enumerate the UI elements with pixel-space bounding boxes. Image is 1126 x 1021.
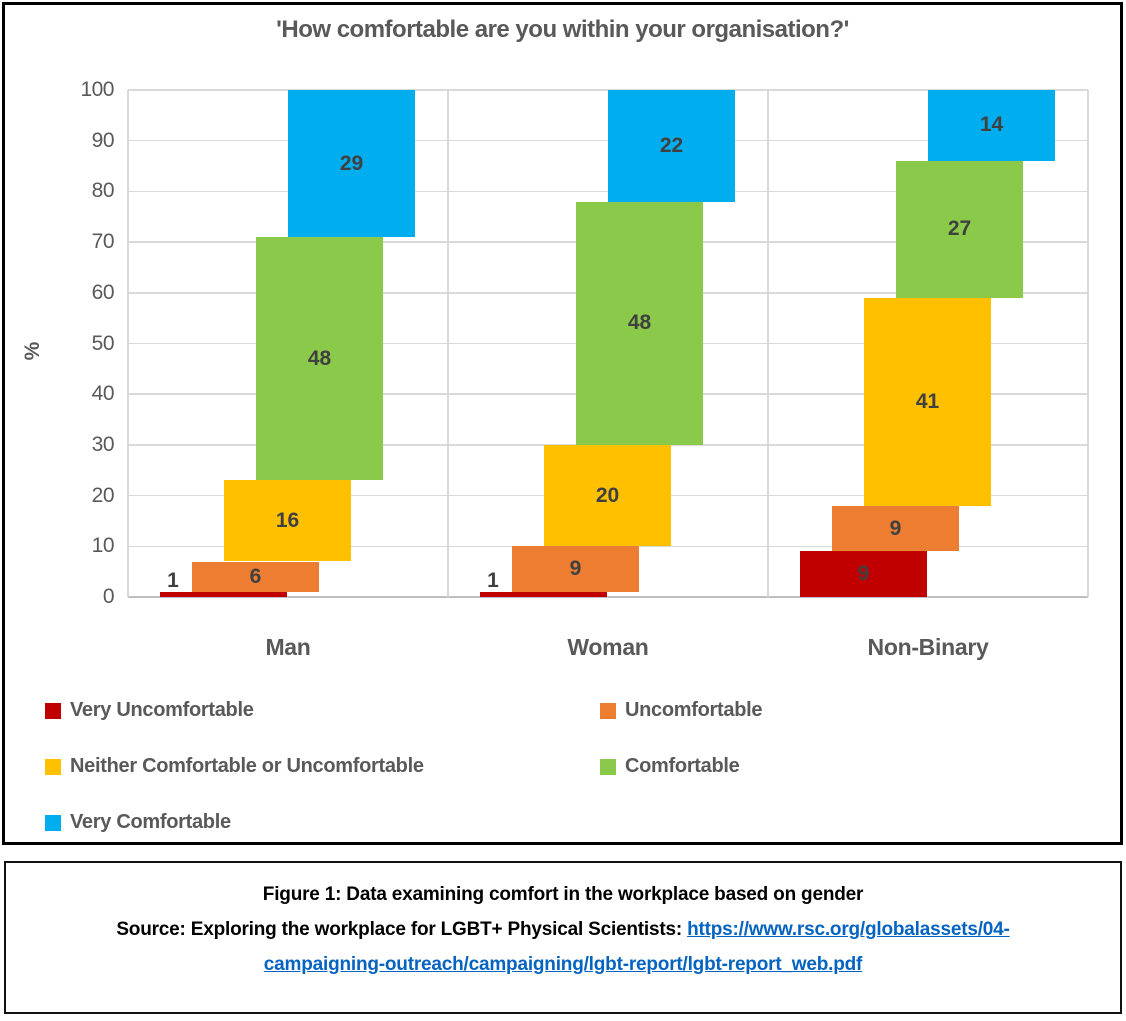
y-tick-label: 80 <box>91 179 115 203</box>
bar-segment-woman-1 <box>480 591 607 597</box>
bar-segment-man-5 <box>288 90 415 238</box>
bar-segment-non-binary-3 <box>864 297 991 506</box>
gridline <box>447 90 449 597</box>
legend-item-3: Neither Comfortable or Uncomfortable <box>45 755 424 778</box>
bar-value-label: 48 <box>307 346 332 370</box>
bar-segment-man-1 <box>160 591 287 597</box>
bar-segment-woman-4 <box>576 201 703 445</box>
bar-segment-non-binary-2 <box>832 505 959 552</box>
y-tick-label: 40 <box>91 382 115 406</box>
legend-swatch <box>600 702 616 719</box>
legend-label: Neither Comfortable or Uncomfortable <box>70 755 424 777</box>
y-axis-label: % <box>21 341 44 361</box>
legend-swatch <box>45 758 61 775</box>
bar-value-label: 1 <box>487 569 499 592</box>
figure-caption-box: Figure 1: Data examining comfort in the … <box>4 861 1122 1014</box>
legend-item-2: Uncomfortable <box>600 699 763 722</box>
bar-segment-man-2 <box>192 561 319 592</box>
y-tick-label: 60 <box>91 280 115 304</box>
y-tick-label: 0 <box>102 585 115 608</box>
bar-segment-non-binary-1 <box>800 551 927 597</box>
legend-label: Comfortable <box>625 755 740 777</box>
bar-value-label: 9 <box>889 516 902 540</box>
y-tick-label: 10 <box>91 534 115 558</box>
legend-label: Very Uncomfortable <box>70 699 254 721</box>
y-tick-label: 90 <box>91 128 115 152</box>
gridline <box>127 90 129 597</box>
y-tick-label: 50 <box>91 331 115 355</box>
x-category-label: Non-Binary <box>867 634 989 660</box>
y-tick-label: 100 <box>80 78 114 101</box>
x-category-label: Man <box>265 634 311 660</box>
chart-figure: 'How comfortable are you within your org… <box>2 2 1123 845</box>
bar-value-label: 9 <box>569 557 582 581</box>
figure-source-line-2: campaigning-outreach/campaigning/lgbt-re… <box>6 947 1120 982</box>
bar-value-label: 1 <box>167 569 179 592</box>
bar-value-label: 9 <box>857 562 870 586</box>
report-link-continued[interactable]: campaigning-outreach/campaigning/lgbt-re… <box>263 954 863 975</box>
y-tick-label: 70 <box>91 230 115 254</box>
bar-value-label: 16 <box>275 508 300 532</box>
report-link[interactable]: https://www.rsc.org/globalassets/04- <box>687 919 1010 940</box>
legend-swatch <box>600 758 616 775</box>
figure-caption-title: Figure 1: Data examining comfort in the … <box>262 884 864 905</box>
legend-label: Uncomfortable <box>625 699 763 721</box>
bar-value-label: 48 <box>627 311 652 335</box>
figure-source-line: Source: Exploring the workplace for LGBT… <box>6 912 1120 947</box>
legend-item-5: Very Comfortable <box>45 811 231 834</box>
legend-swatch <box>45 702 61 719</box>
bar-value-label: 20 <box>595 483 620 507</box>
legend-item-1: Very Uncomfortable <box>45 699 254 722</box>
legend-item-4: Comfortable <box>600 755 740 778</box>
chart-title: 'How comfortable are you within your org… <box>276 16 849 43</box>
bar-segment-non-binary-4 <box>896 160 1023 298</box>
bar-value-label: 29 <box>339 151 364 175</box>
legend-swatch <box>45 814 61 831</box>
bar-value-label: 6 <box>249 564 262 588</box>
gridline <box>767 90 769 597</box>
bar-segment-man-4 <box>256 237 383 481</box>
y-tick-label: 30 <box>91 432 115 456</box>
legend-label: Very Comfortable <box>70 811 231 833</box>
gridline <box>128 596 1088 598</box>
gridline <box>1087 90 1089 597</box>
bar-value-label: 22 <box>659 133 684 157</box>
bar-segment-man-3 <box>224 480 351 562</box>
bar-value-label: 14 <box>979 113 1004 137</box>
bar-segment-woman-2 <box>512 546 639 592</box>
bar-value-label: 27 <box>947 217 972 241</box>
bar-value-label: 41 <box>915 389 940 413</box>
bar-segment-woman-5 <box>608 90 735 202</box>
source-prefix-text: Source: Exploring the workplace for LGBT… <box>116 919 688 940</box>
y-tick-label: 20 <box>91 483 115 507</box>
bar-segment-woman-3 <box>544 444 671 547</box>
bar-segment-non-binary-5 <box>928 90 1055 161</box>
x-category-label: Woman <box>567 634 649 660</box>
